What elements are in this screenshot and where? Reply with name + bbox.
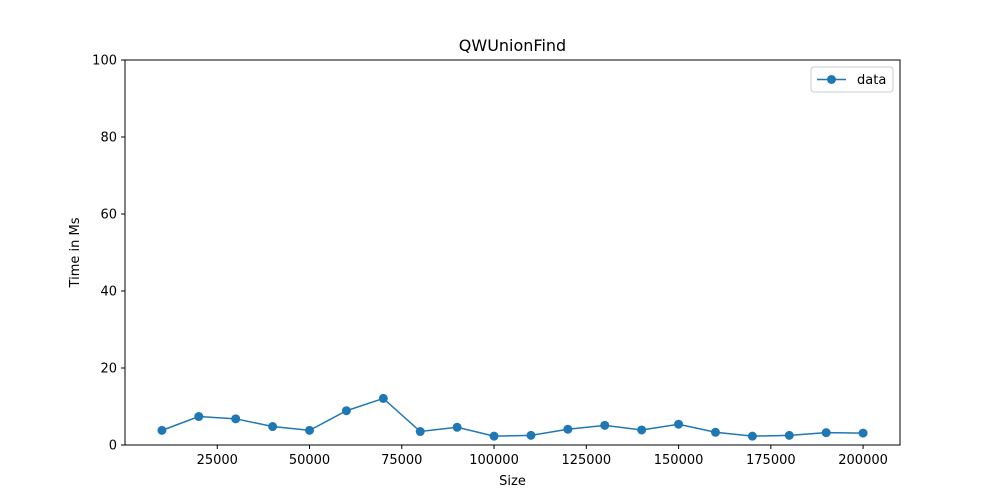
legend: data	[810, 66, 894, 93]
data-point	[194, 412, 204, 422]
data-point	[305, 425, 315, 435]
x-tick-label: 25000	[197, 453, 238, 468]
x-tick-label: 125000	[561, 453, 611, 468]
legend-marker-swatch	[827, 75, 836, 84]
y-axis-label: Time in Ms	[68, 217, 83, 288]
data-point	[674, 419, 684, 429]
x-tick-label: 50000	[289, 453, 330, 468]
x-tick-label: 200000	[838, 453, 888, 468]
data-point	[821, 428, 831, 438]
series-line-data	[161, 397, 864, 437]
y-tick-label: 100	[92, 54, 117, 69]
data-point	[489, 431, 499, 441]
data-point	[858, 428, 868, 438]
y-tick-label: 20	[100, 362, 117, 377]
x-tick-label: 75000	[381, 453, 422, 468]
legend-box	[810, 66, 894, 93]
x-tick-label: 175000	[746, 453, 796, 468]
data-point	[563, 424, 573, 434]
data-point	[378, 393, 388, 403]
legend-label: data	[857, 73, 886, 88]
data-point	[784, 430, 794, 440]
data-point	[415, 427, 425, 437]
chart-title: QWUnionFind	[459, 36, 566, 55]
data-point	[747, 431, 757, 441]
data-point	[710, 427, 720, 437]
data-point	[268, 422, 278, 432]
data-point	[452, 422, 462, 432]
y-tick-label: 40	[100, 285, 117, 300]
data-point	[231, 414, 241, 424]
y-tick-label: 60	[100, 208, 117, 223]
data-point	[600, 420, 610, 430]
data-point	[341, 406, 351, 416]
y-tick-label: 0	[109, 439, 117, 454]
y-tick-label: 80	[100, 131, 117, 146]
data-point	[637, 425, 647, 435]
x-axis-label: Size	[499, 474, 526, 489]
x-tick-label: 100000	[469, 453, 519, 468]
data-point	[526, 430, 536, 440]
x-tick-label: 150000	[654, 453, 704, 468]
data-point	[157, 425, 167, 435]
plot-frame	[124, 59, 901, 446]
